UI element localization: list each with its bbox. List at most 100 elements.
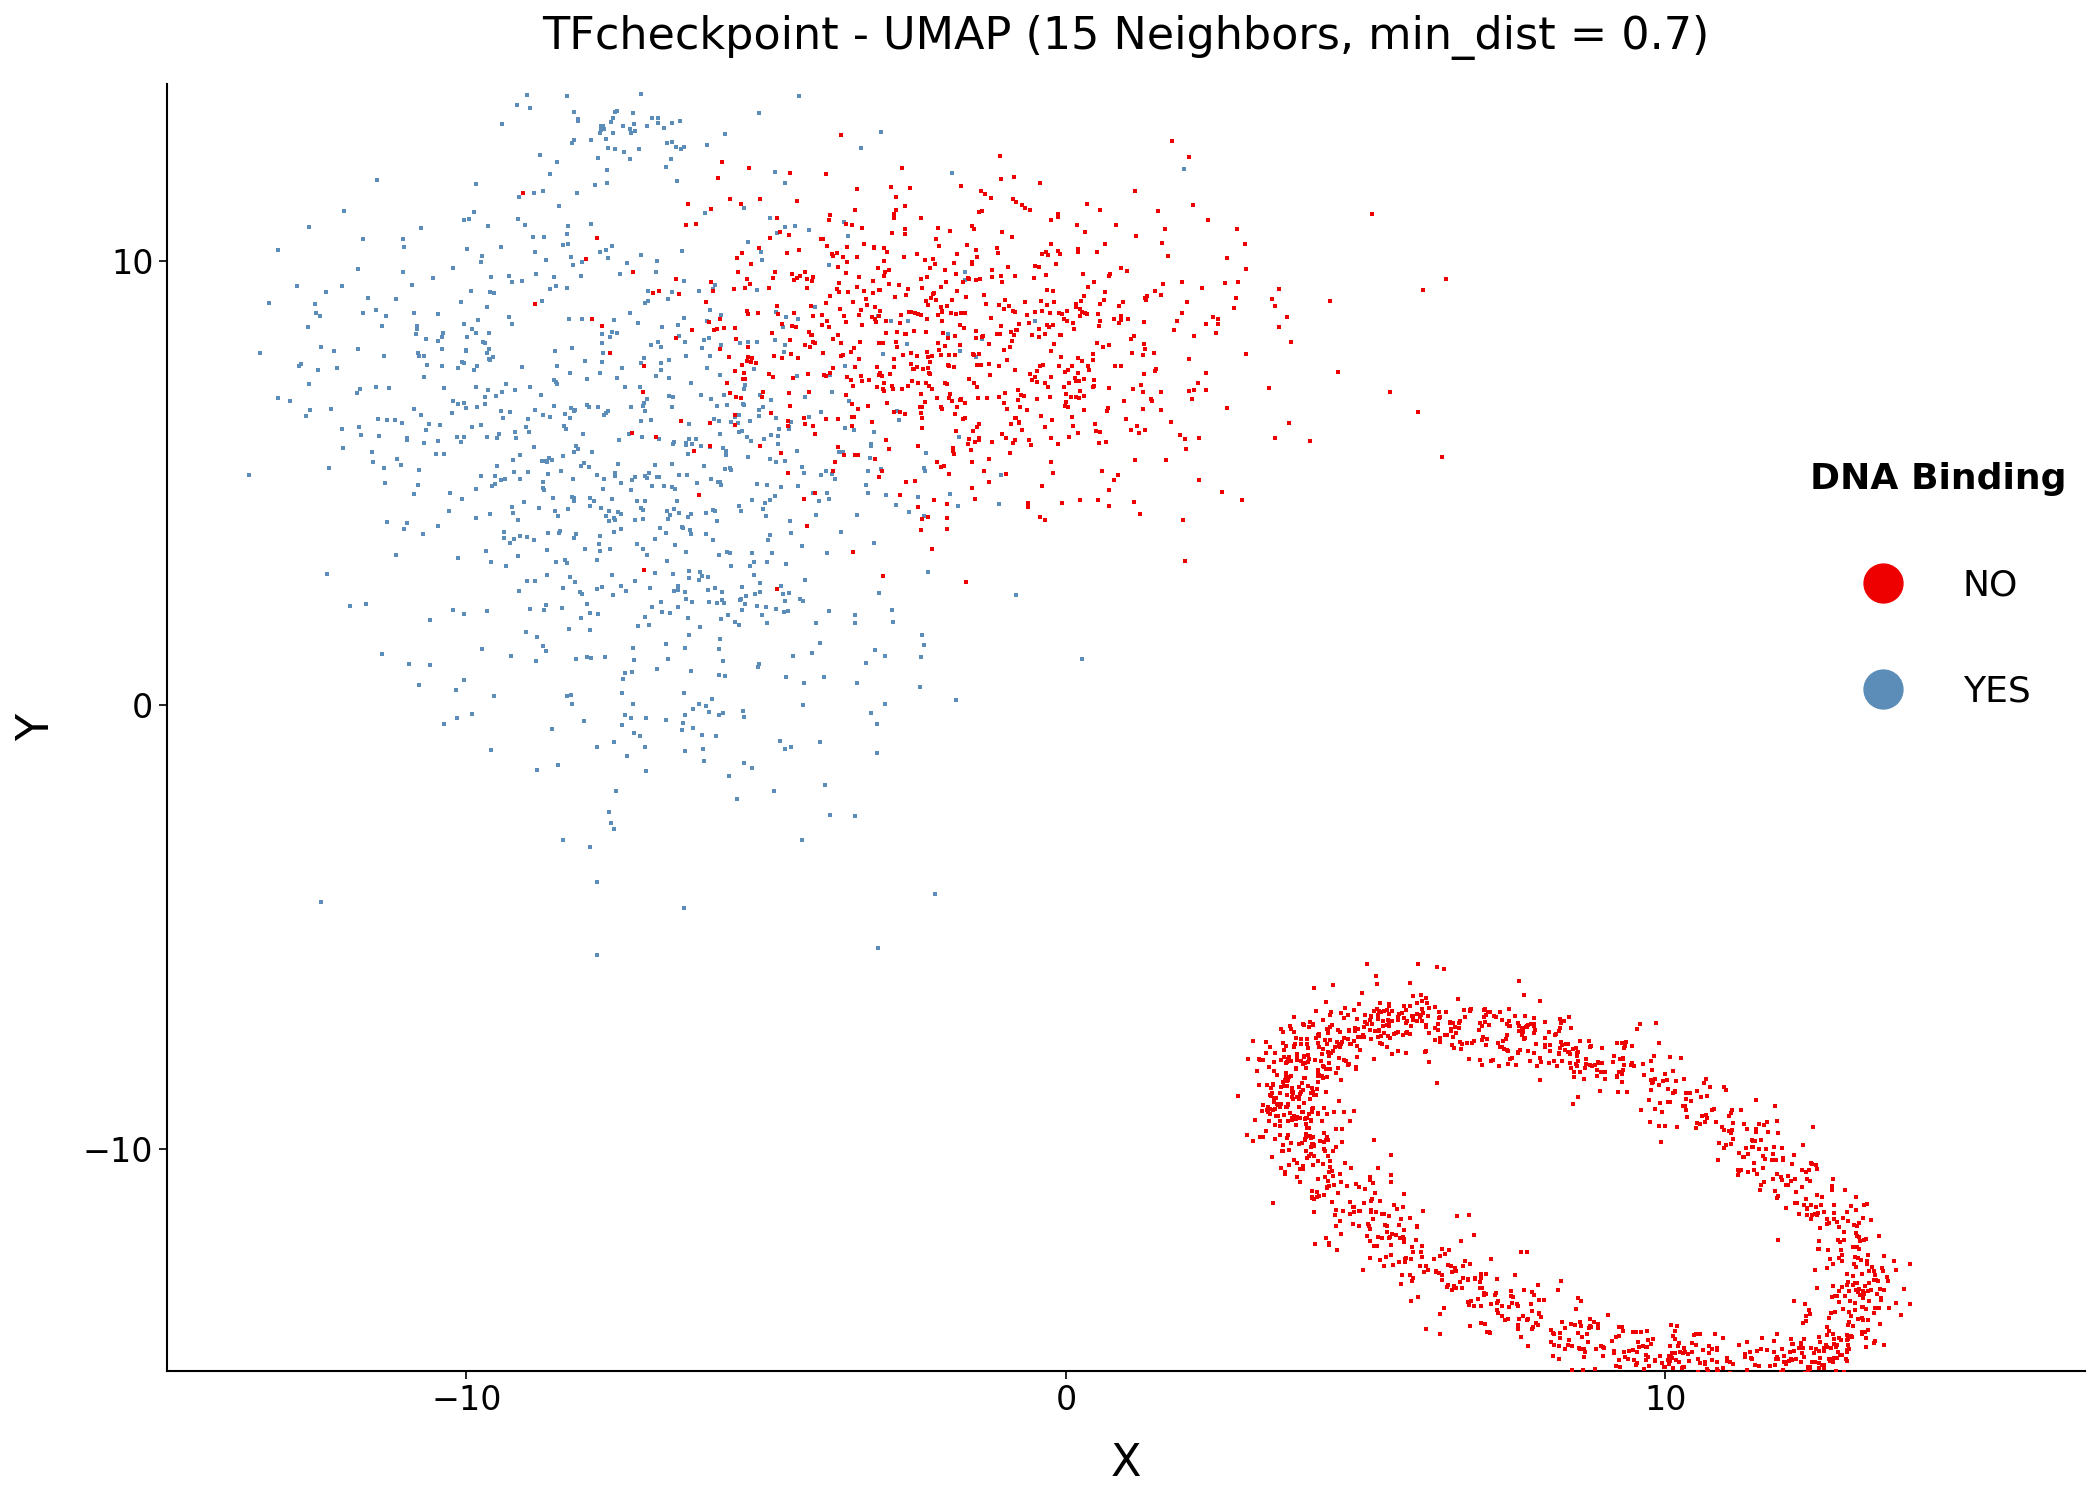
Point [1756, 1167, 1789, 1191]
Point [779, 214, 813, 238]
Point [447, 668, 481, 692]
Point [1268, 1068, 1302, 1092]
Point [1848, 1192, 1882, 1216]
Point [1443, 1016, 1476, 1040]
Point [1012, 429, 1046, 453]
Point [1365, 1202, 1399, 1225]
Point [1319, 1136, 1352, 1160]
Point [1806, 1200, 1840, 1224]
Point [880, 320, 914, 344]
Point [1871, 1264, 1905, 1288]
Point [582, 394, 615, 418]
Point [970, 387, 1004, 411]
Point [1363, 1019, 1397, 1042]
Point [386, 516, 420, 540]
Point [1382, 1040, 1415, 1064]
Point [1550, 1032, 1583, 1056]
Point [928, 258, 962, 282]
Point [1334, 1202, 1367, 1225]
Point [1819, 1359, 1852, 1383]
Point [867, 380, 901, 404]
Point [559, 433, 592, 457]
Point [1632, 1328, 1665, 1352]
Point [1084, 292, 1117, 316]
Point [1716, 1098, 1749, 1122]
Point [1464, 1011, 1497, 1035]
Point [1413, 996, 1447, 1020]
Point [1092, 396, 1126, 420]
Point [1764, 1360, 1798, 1384]
Point [666, 516, 699, 540]
Point [1789, 1160, 1823, 1184]
Point [1376, 1252, 1409, 1276]
Point [1766, 1359, 1800, 1383]
Point [1831, 1314, 1865, 1338]
Point [391, 510, 424, 534]
Point [1275, 1101, 1308, 1125]
Point [1046, 303, 1079, 327]
Point [470, 213, 504, 237]
Point [985, 315, 1018, 339]
Point [1256, 1072, 1289, 1096]
Point [472, 336, 506, 360]
Point [932, 462, 966, 486]
Point [1821, 1215, 1854, 1239]
Point [853, 368, 886, 392]
Point [998, 406, 1031, 430]
Point [708, 458, 741, 482]
Point [907, 633, 941, 657]
Point [594, 488, 628, 512]
Point [1260, 1064, 1294, 1088]
Point [1031, 292, 1065, 316]
Point [1147, 272, 1180, 296]
Point [1434, 1017, 1468, 1041]
Point [1294, 1136, 1327, 1160]
Point [720, 261, 754, 285]
Point [607, 662, 640, 686]
Point [1787, 1344, 1821, 1368]
Point [1739, 1120, 1772, 1144]
Point [1554, 1312, 1588, 1336]
Point [1510, 1308, 1544, 1332]
Point [827, 344, 861, 368]
Point [1470, 1000, 1504, 1024]
Point [670, 213, 704, 237]
Point [1573, 1035, 1607, 1059]
Point [802, 489, 836, 513]
Point [1613, 1340, 1646, 1364]
Point [1149, 216, 1182, 240]
Point [1014, 362, 1048, 386]
Point [502, 544, 536, 568]
Point [724, 598, 758, 622]
Point [1422, 1244, 1455, 1268]
Point [536, 447, 569, 471]
Point [781, 238, 815, 262]
Point [1749, 1110, 1783, 1134]
Point [580, 944, 613, 968]
Point [554, 692, 588, 715]
Point [914, 286, 947, 310]
Point [1126, 396, 1159, 420]
Point [506, 268, 540, 292]
Point [1525, 1305, 1558, 1329]
Point [292, 315, 326, 339]
Point [712, 381, 746, 405]
Point [785, 534, 819, 558]
Point [743, 186, 777, 210]
Point [1396, 1236, 1430, 1260]
Point [1082, 314, 1115, 338]
Point [649, 520, 682, 544]
Point [872, 258, 905, 282]
Point [1514, 1299, 1548, 1323]
Point [342, 336, 376, 360]
Point [546, 828, 580, 852]
Point [1025, 242, 1058, 266]
Point [433, 482, 466, 506]
Point [798, 504, 832, 528]
Point [1451, 1030, 1485, 1054]
Point [895, 352, 928, 376]
Point [1502, 1011, 1535, 1035]
Point [708, 315, 741, 339]
Point [1241, 1047, 1275, 1071]
Point [1579, 1064, 1613, 1088]
